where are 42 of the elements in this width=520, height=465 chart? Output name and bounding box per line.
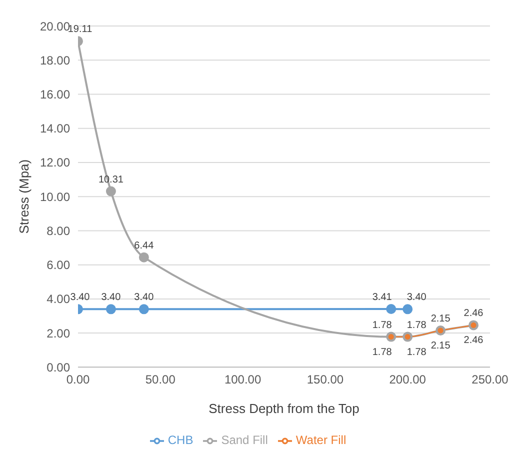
y-tick-label: 12.00: [40, 156, 70, 170]
y-axis-title: Stress (Mpa): [16, 159, 32, 234]
data-label: 1.78: [406, 346, 427, 358]
x-tick-label: 100.00: [224, 372, 262, 387]
data-label: 1.78: [406, 320, 427, 331]
data-label: 2.15: [430, 313, 451, 324]
data-label: 3.40: [406, 292, 427, 304]
data-label: 3.40: [70, 292, 90, 304]
x-tick-label: 250.00: [472, 372, 509, 387]
point: [138, 304, 149, 314]
y-tick-label: 8.00: [46, 224, 70, 238]
y-tick-label: 18.00: [40, 53, 70, 68]
y-tick-label: 14.00: [40, 122, 70, 136]
data-label: 3.41: [372, 292, 392, 303]
x-tick-label: 0.00: [66, 372, 90, 387]
data-label: 2.46: [464, 308, 484, 320]
x-tick-label: 50.00: [145, 372, 176, 387]
point: [106, 186, 116, 196]
data-label: 1.78: [372, 346, 392, 358]
x-tick-label: 200.00: [389, 372, 426, 387]
point: [106, 304, 116, 314]
data-label: 6.44: [134, 240, 154, 252]
y-tick-label: 16.00: [40, 87, 70, 102]
data-label: 1.78: [372, 320, 392, 331]
point: [386, 304, 396, 314]
y-tick-label: 0.00: [46, 360, 70, 374]
y-tick-label: 2.00: [46, 326, 70, 340]
data-label: 3.40: [134, 292, 154, 304]
x-axis-title: Stress Depth from the Top: [208, 401, 360, 416]
legend-label: Sand Fill: [221, 433, 268, 448]
x-tick-label: 150.00: [306, 372, 344, 387]
data-label: 10.31: [98, 174, 124, 186]
data-label: 2.15: [430, 340, 451, 352]
point: [402, 304, 413, 314]
y-tick-label: 4.00: [46, 292, 70, 306]
legend-label: Water Fill: [296, 433, 346, 448]
legend-label: CHB: [168, 433, 194, 448]
y-tick-label: 10.00: [40, 190, 70, 204]
y-tick-label: 6.00: [46, 258, 70, 272]
data-label: 2.46: [464, 335, 484, 346]
data-label: 3.40: [101, 292, 122, 304]
point: [138, 252, 149, 262]
